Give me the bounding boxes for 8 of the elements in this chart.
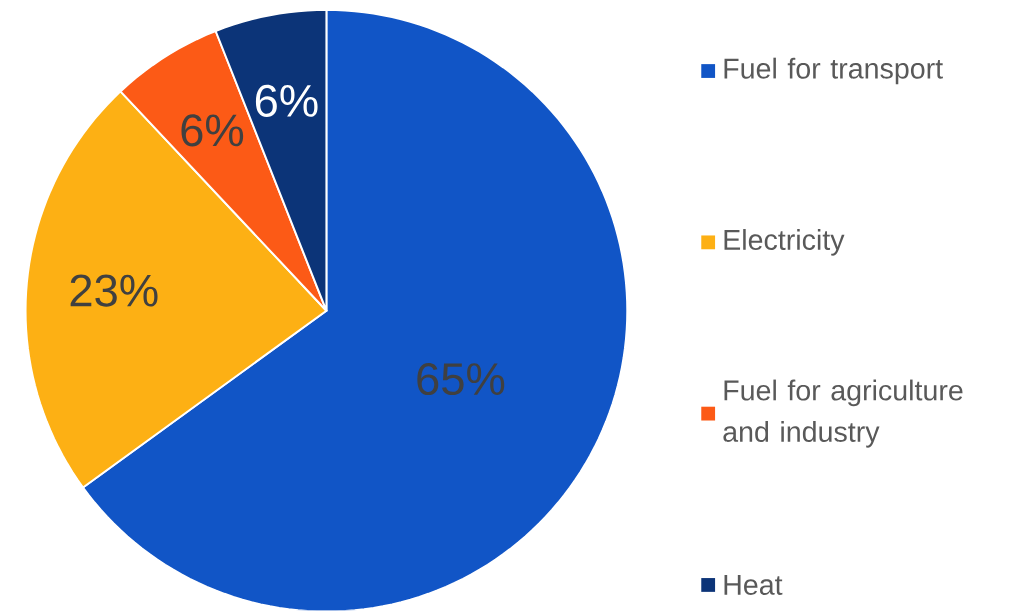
data-label: 6%	[255, 85, 318, 118]
data-label: 65%	[417, 363, 505, 396]
data-label: 6%	[181, 114, 244, 147]
legend-label: Fuel for transport	[724, 57, 943, 85]
legend-label: Fuel for agriculture and industry	[723, 379, 963, 448]
legend-label: Heat	[724, 575, 783, 596]
data-label: 23%	[70, 274, 158, 307]
legend-label: Electricity	[724, 229, 845, 256]
